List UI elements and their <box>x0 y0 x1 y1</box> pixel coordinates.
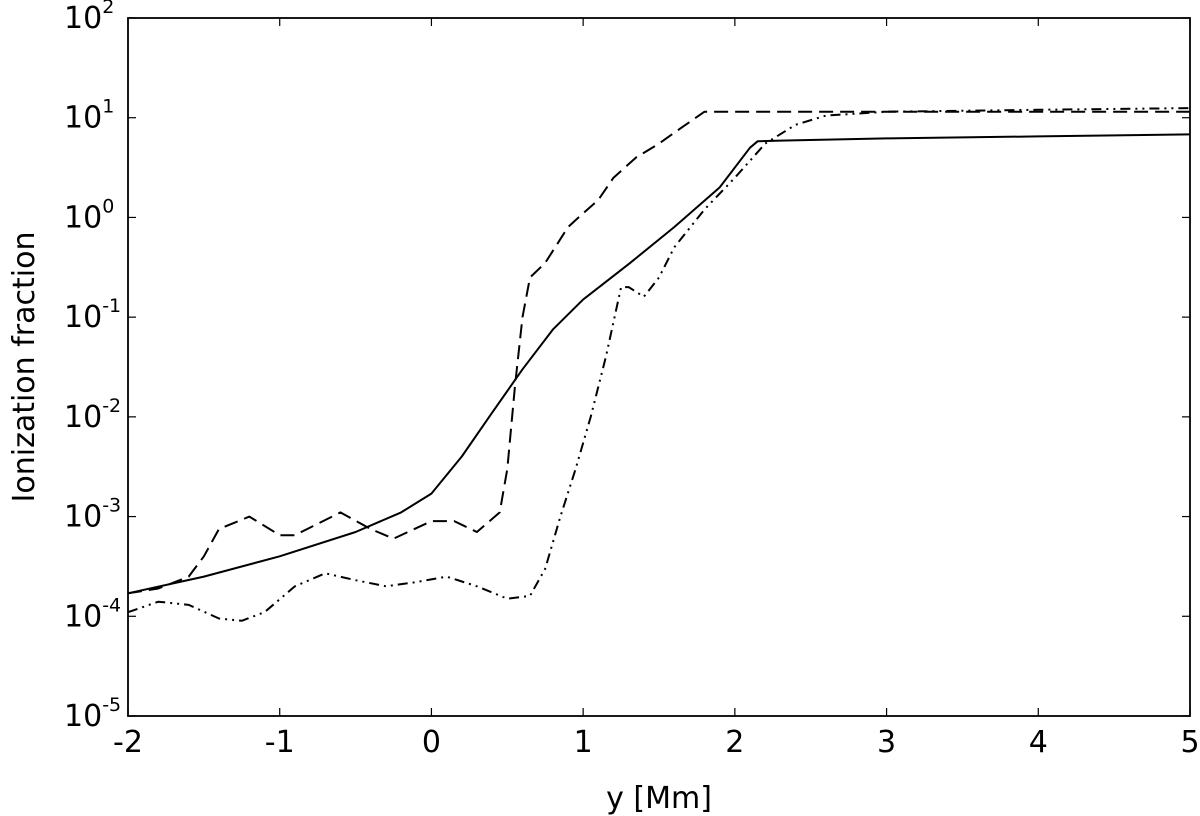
series-line-solid <box>127 133 1191 595</box>
plot-frame <box>127 17 1191 717</box>
y-tick-exponent: -5 <box>102 694 121 716</box>
y-tick-label: 10-4 <box>64 594 121 634</box>
y-axis-label: Ionization fraction <box>7 232 42 503</box>
x-tick-label: 0 <box>422 725 441 760</box>
y-tick-label: 102 <box>64 0 114 36</box>
y-tick-exponent: -3 <box>102 495 121 517</box>
y-tick-label: 10-5 <box>64 694 121 734</box>
y-tick-label: 10-1 <box>64 295 121 335</box>
y-tick-exponent: -1 <box>102 295 121 317</box>
x-tick-label: 1 <box>574 725 593 760</box>
series-line-dash-dot-dot <box>127 107 1191 622</box>
y-tick-base: 10 <box>64 1 102 36</box>
y-tick-exponent: 0 <box>102 195 114 217</box>
y-tick-label: 10-2 <box>64 395 121 435</box>
y-tick-base: 10 <box>64 300 102 335</box>
y-tick-exponent: -2 <box>102 395 121 417</box>
series-layer <box>127 107 1191 622</box>
x-tick-label: 2 <box>725 725 744 760</box>
y-tick-base: 10 <box>64 699 102 734</box>
y-tick-base: 10 <box>64 200 102 235</box>
x-tick-label: -2 <box>113 725 143 760</box>
y-tick-exponent: -4 <box>102 594 121 616</box>
y-tick-base: 10 <box>64 101 102 136</box>
series-line-dashed <box>127 110 1190 595</box>
y-tick-exponent: 2 <box>102 0 114 18</box>
y-tick-label: 101 <box>64 96 114 136</box>
x-tick-label: 5 <box>1180 725 1199 760</box>
x-tick-label: 4 <box>1029 725 1048 760</box>
x-tick-label: 3 <box>877 725 896 760</box>
y-tick-base: 10 <box>64 599 102 634</box>
y-tick-label: 10-3 <box>64 495 121 535</box>
x-axis-label: y [Mm] <box>606 781 712 816</box>
y-tick-exponent: 1 <box>102 96 114 118</box>
x-tick-label: -1 <box>265 725 295 760</box>
y-tick-base: 10 <box>64 400 102 435</box>
y-tick-base: 10 <box>64 500 102 535</box>
y-tick-label: 100 <box>64 195 114 235</box>
